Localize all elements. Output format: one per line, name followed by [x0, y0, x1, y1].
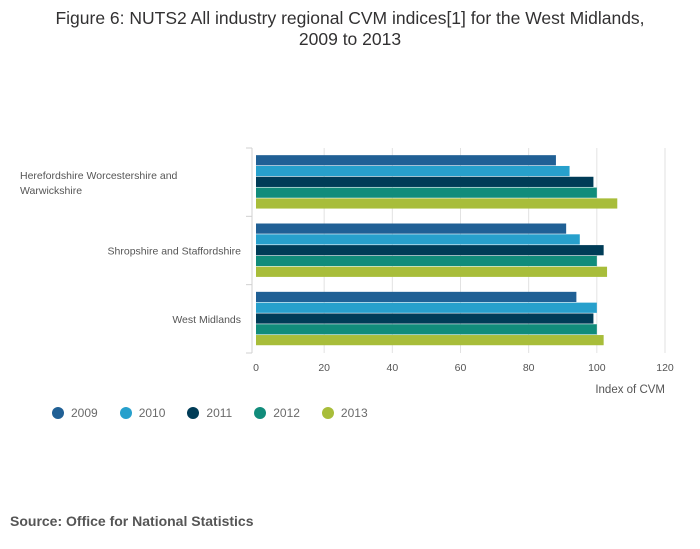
legend-item-2011[interactable]: 2011	[187, 406, 232, 420]
legend-swatch-2013	[321, 407, 334, 419]
bar-2013-category-1	[256, 266, 608, 277]
legend-label-2011: 2011	[206, 406, 233, 420]
bar-2009-category-1	[256, 223, 567, 234]
bar-2009-category-2	[256, 291, 577, 303]
bar-2011-category-0	[256, 176, 594, 187]
chart-title-line-1: Figure 6: NUTS2 All industry regional CV…	[55, 8, 645, 28]
legend-item-2013[interactable]: 2013	[321, 406, 368, 420]
category-label-0-line-1: Warwickshire	[20, 185, 82, 197]
x-tick-label-20: 20	[318, 362, 330, 374]
category-label-1: Shropshire and Staffordshire	[108, 246, 242, 258]
legend-item-2009[interactable]: 2009	[52, 406, 98, 420]
x-tick-label-100: 100	[588, 362, 606, 374]
legend-swatch-2011	[187, 407, 200, 419]
chart-title: Figure 6: NUTS2 All industry regional CV…	[0, 8, 700, 50]
legend-label-2013: 2013	[340, 406, 368, 420]
chart-legend: 2009 2010 2011 2012 2013	[52, 406, 390, 420]
x-axis-label: Index of CVM	[595, 384, 665, 396]
legend-swatch-2009	[52, 407, 64, 419]
chart-title-line-2: 2009 to 2013	[298, 29, 402, 49]
legend-item-2010[interactable]: 2010	[119, 406, 166, 420]
bar-2010-category-1	[256, 234, 580, 245]
category-label-0-line-0: Herefordshire Worcestershire and	[20, 170, 178, 182]
bar-2011-category-2	[256, 313, 594, 324]
x-tick-label-0: 0	[253, 362, 259, 374]
bar-2013-category-0	[256, 198, 618, 209]
legend-label-2009: 2009	[71, 406, 98, 420]
legend-label-2012: 2012	[273, 406, 300, 420]
legend-item-2012[interactable]: 2012	[254, 406, 300, 420]
source-note: Source: Office for National Statistics	[10, 513, 254, 529]
x-tick-label-120: 120	[656, 362, 674, 374]
bar-2010-category-0	[256, 165, 570, 177]
x-tick-label-60: 60	[455, 362, 467, 374]
bar-2013-category-2	[256, 335, 604, 346]
legend-swatch-2012	[254, 407, 267, 419]
bar-2012-category-2	[256, 324, 597, 335]
bar-2010-category-2	[256, 302, 597, 313]
bar-2009-category-0	[256, 155, 556, 166]
x-tick-label-80: 80	[523, 362, 535, 374]
bar-2011-category-1	[256, 245, 604, 256]
bar-2012-category-0	[256, 187, 597, 198]
bar-2012-category-1	[256, 255, 597, 267]
category-label-2: West Midlands	[172, 314, 241, 326]
legend-label-2010: 2010	[138, 406, 166, 420]
x-tick-label-40: 40	[386, 362, 398, 374]
legend-swatch-2010	[119, 407, 132, 419]
